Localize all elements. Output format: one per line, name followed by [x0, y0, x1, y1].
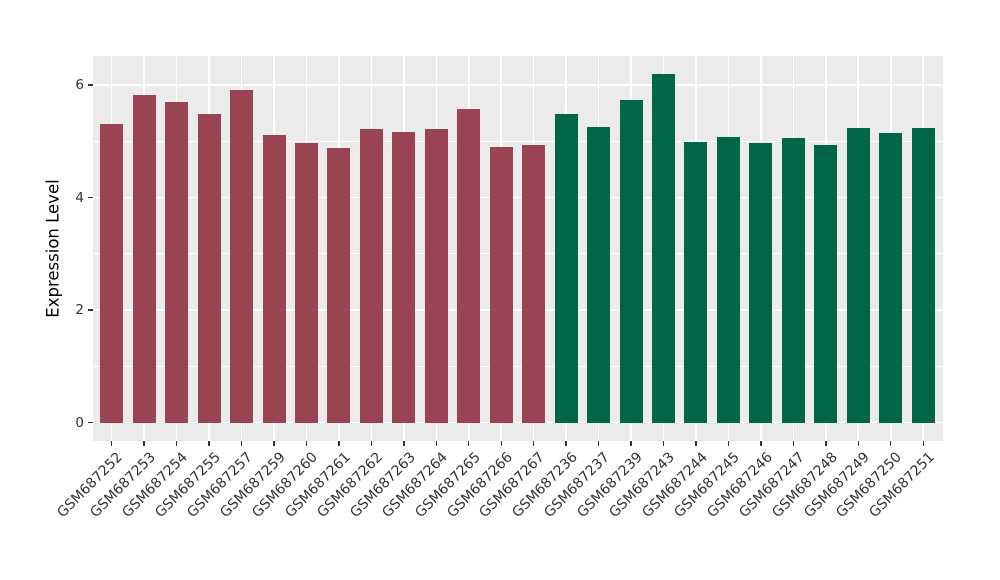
major-gridline	[93, 84, 943, 86]
y-tick-mark	[88, 309, 93, 311]
x-tick-mark	[370, 441, 373, 446]
bar-GSM687260	[294, 142, 318, 423]
major-gridline	[93, 421, 943, 424]
bar-GSM687252	[100, 123, 124, 423]
x-tick-mark	[695, 441, 697, 446]
bar-GSM687259	[262, 135, 286, 423]
bar-GSM687265	[457, 108, 481, 423]
x-tick-mark	[597, 441, 600, 446]
bar-GSM687246	[749, 142, 773, 423]
bar-GSM687266	[489, 146, 513, 423]
minor-gridline	[93, 366, 943, 367]
bar-GSM687249	[846, 127, 870, 423]
bar-GSM687251	[911, 127, 935, 423]
x-tick-mark	[565, 441, 567, 446]
bar-GSM687253	[132, 95, 156, 423]
bar-GSM687245	[716, 136, 740, 423]
x-tick-mark	[175, 441, 178, 446]
y-tick-mark	[88, 422, 93, 424]
bar-GSM687262	[359, 128, 383, 423]
x-tick-mark	[532, 441, 535, 446]
x-tick-mark	[662, 441, 665, 446]
bar-GSM687250	[879, 133, 903, 423]
y-axis-title: Expression Level	[43, 179, 63, 318]
bar-GSM687248	[814, 144, 838, 423]
bar-GSM687267	[522, 145, 546, 423]
x-tick-mark	[922, 441, 924, 446]
bar-GSM687264	[424, 129, 448, 423]
x-tick-mark	[273, 441, 275, 446]
y-tick-mark	[88, 84, 93, 86]
x-tick-mark	[240, 441, 243, 446]
major-gridline	[93, 309, 943, 311]
x-tick-mark	[890, 441, 892, 446]
bar-GSM687263	[392, 131, 416, 423]
major-gridline	[93, 196, 943, 199]
bar-GSM687257	[230, 89, 254, 423]
x-tick-mark	[500, 441, 502, 446]
plot-panel	[93, 56, 943, 441]
y-tick-label: 0	[75, 414, 84, 431]
x-tick-mark	[727, 441, 730, 446]
x-tick-mark	[468, 441, 470, 446]
y-tick-label: 4	[75, 189, 84, 206]
bar-GSM687244	[684, 141, 708, 423]
y-tick-mark	[88, 196, 93, 199]
x-tick-mark	[760, 441, 762, 446]
x-tick-mark	[792, 441, 795, 446]
y-tick-label: 2	[75, 302, 84, 319]
x-tick-mark	[143, 441, 145, 446]
bar-GSM687239	[619, 99, 643, 423]
x-tick-mark	[825, 441, 827, 446]
bar-GSM687243	[652, 74, 676, 423]
bar-GSM687254	[165, 101, 189, 423]
bar-GSM687236	[554, 114, 578, 423]
bar-GSM687261	[327, 148, 351, 423]
x-tick-mark	[208, 441, 210, 446]
x-tick-mark	[435, 441, 437, 446]
x-tick-mark	[305, 441, 308, 446]
bar-GSM687237	[587, 126, 611, 423]
x-tick-mark	[630, 441, 632, 446]
bar-GSM687255	[197, 114, 221, 423]
minor-gridline	[93, 253, 943, 255]
x-tick-mark	[338, 441, 340, 446]
x-tick-mark	[403, 441, 405, 446]
x-tick-mark	[857, 441, 859, 446]
y-tick-label: 6	[75, 77, 84, 94]
minor-gridline	[93, 140, 943, 142]
bar-GSM687247	[781, 137, 805, 423]
x-tick-mark	[111, 441, 113, 446]
